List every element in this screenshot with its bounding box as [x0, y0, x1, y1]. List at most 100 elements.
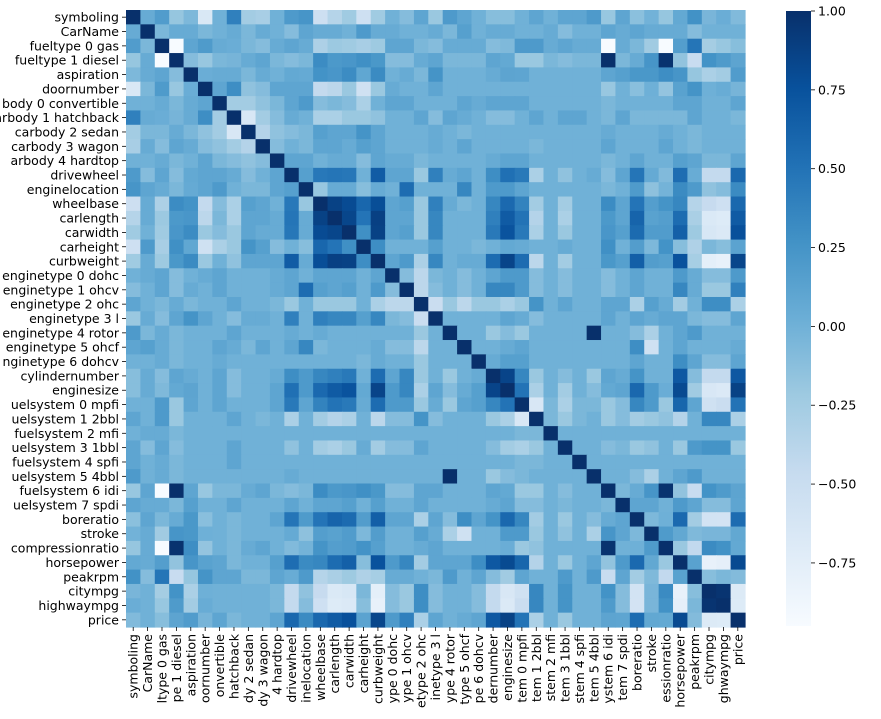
- heatmap-cell: [399, 253, 415, 269]
- heatmap-cell: [658, 225, 674, 241]
- heatmap-cell: [370, 239, 386, 255]
- heatmap-cell: [313, 182, 329, 198]
- heatmap-cell: [471, 10, 487, 25]
- heatmap-cell: [226, 10, 242, 25]
- heatmap-cell: [529, 583, 545, 599]
- heatmap-cell: [428, 124, 444, 140]
- heatmap-cell: [428, 598, 444, 614]
- heatmap-cell: [629, 81, 645, 97]
- heatmap-cell: [385, 397, 401, 413]
- heatmap-cell: [169, 454, 185, 470]
- heatmap-cell: [701, 440, 717, 456]
- heatmap-cell: [197, 569, 213, 585]
- heatmap-cell: [644, 282, 660, 298]
- heatmap-cell: [298, 10, 314, 25]
- heatmap-cell: [471, 67, 487, 83]
- heatmap-cell: [341, 38, 357, 54]
- heatmap-cell: [241, 440, 257, 456]
- heatmap-cell: [341, 540, 357, 556]
- heatmap-cell: [255, 411, 271, 427]
- heatmap-cell: [341, 397, 357, 413]
- heatmap-cell: [269, 139, 285, 155]
- heatmap-cell: [399, 555, 415, 571]
- heatmap-cell: [413, 167, 429, 183]
- heatmap-cell: [313, 296, 329, 312]
- heatmap-cell: [370, 38, 386, 54]
- heatmap-cell: [644, 569, 660, 585]
- heatmap-cell: [601, 383, 617, 399]
- heatmap-cell: [298, 81, 314, 97]
- column-label: enginesize: [500, 634, 515, 701]
- heatmap-cell: [327, 368, 343, 384]
- heatmap-cell: [586, 497, 602, 513]
- heatmap-cell: [212, 24, 228, 40]
- heatmap-cell: [169, 124, 185, 140]
- heatmap-cell: [644, 469, 660, 485]
- heatmap-cell: [687, 483, 703, 499]
- heatmap-cell: [615, 426, 631, 442]
- heatmap-cell: [471, 598, 487, 614]
- heatmap-cell: [615, 411, 631, 427]
- heatmap-cell: [629, 311, 645, 327]
- heatmap-cell: [183, 253, 199, 269]
- column-label: boreratio: [630, 634, 645, 691]
- heatmap-cell: [370, 411, 386, 427]
- heatmap-cell: [241, 454, 257, 470]
- heatmap-cell: [284, 210, 300, 226]
- heatmap-cell: [730, 296, 746, 312]
- heatmap-cell: [413, 67, 429, 83]
- heatmap-cell: [601, 182, 617, 198]
- heatmap-cell: [428, 182, 444, 198]
- heatmap-cell: [269, 397, 285, 413]
- heatmap-cell: [140, 268, 156, 284]
- heatmap-cell: [140, 110, 156, 126]
- heatmap-cell: [615, 598, 631, 614]
- heatmap-cell: [457, 124, 473, 140]
- heatmap-cell: [327, 411, 343, 427]
- heatmap-cell: [500, 383, 516, 399]
- heatmap-cell: [529, 311, 545, 327]
- row-label: stroke: [81, 526, 120, 541]
- heatmap-cell: [557, 124, 573, 140]
- heatmap-cell: [586, 153, 602, 169]
- heatmap-cell: [313, 139, 329, 155]
- heatmap-cell: [126, 540, 141, 556]
- heatmap-cell: [399, 440, 415, 456]
- heatmap-cell: [514, 153, 530, 169]
- heatmap-cell: [327, 225, 343, 241]
- heatmap-cell: [557, 354, 573, 370]
- heatmap-cell: [341, 10, 357, 25]
- heatmap-cell: [126, 411, 141, 427]
- heatmap-cell: [341, 124, 357, 140]
- heatmap-cell: [399, 483, 415, 499]
- heatmap-cell: [413, 354, 429, 370]
- heatmap-cell: [457, 397, 473, 413]
- heatmap-cell: [615, 311, 631, 327]
- heatmap-cell: [212, 383, 228, 399]
- heatmap-cell: [154, 296, 170, 312]
- heatmap-cell: [673, 426, 689, 442]
- heatmap-cell: [500, 340, 516, 355]
- heatmap-cell: [557, 440, 573, 456]
- heatmap-cell: [154, 210, 170, 226]
- heatmap-cell: [442, 497, 458, 513]
- heatmap-cell: [269, 311, 285, 327]
- heatmap-cell: [341, 282, 357, 298]
- heatmap-cell: [370, 325, 386, 341]
- heatmap-cell: [658, 282, 674, 298]
- heatmap-cell: [644, 583, 660, 599]
- heatmap-cell: [126, 426, 141, 442]
- heatmap-cell: [687, 167, 703, 183]
- heatmap-cell: [212, 268, 228, 284]
- heatmap-cell: [629, 67, 645, 83]
- heatmap-cell: [126, 110, 141, 126]
- heatmap-cell: [701, 268, 717, 284]
- heatmap-cell: [341, 239, 357, 255]
- heatmap-cell: [716, 282, 732, 298]
- heatmap-cell: [241, 10, 257, 25]
- heatmap-cell: [327, 483, 343, 499]
- heatmap-cell: [399, 10, 415, 25]
- heatmap-cell: [183, 225, 199, 241]
- heatmap-cell: [471, 440, 487, 456]
- heatmap-cell: [615, 397, 631, 413]
